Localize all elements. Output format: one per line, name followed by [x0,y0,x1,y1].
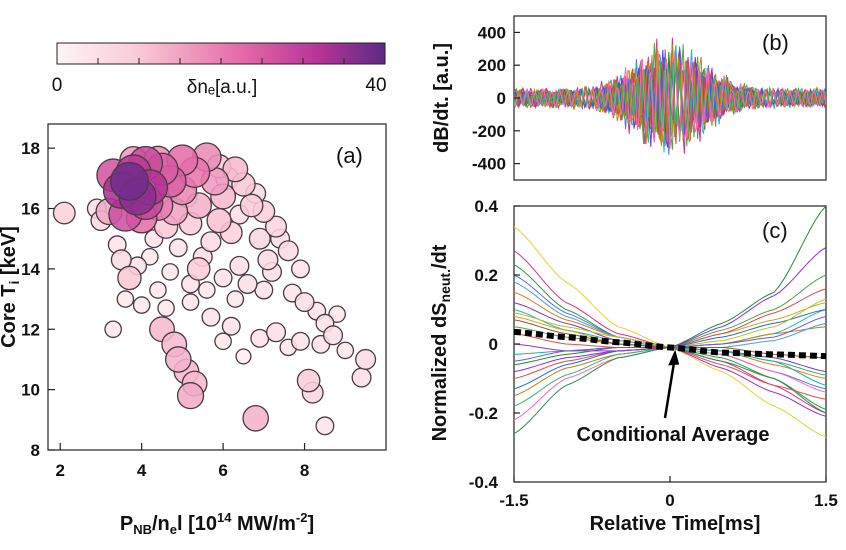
scatter-point [214,332,232,351]
scatter-point [213,268,233,288]
scatter-point [149,281,167,299]
scatter-point [328,305,346,323]
panel-b-ytick-label: 0 [497,89,506,108]
panel-c-label: (c) [762,218,788,243]
colorbar-ticks [97,58,345,64]
scatter-point [168,238,188,258]
scatter-point [355,348,377,370]
panel-a-ylabel: Core Ti [keV] [0,226,22,348]
scatter-point [294,292,315,313]
panel-a-xtick-label: 8 [300,461,309,480]
panel-c: 0.4 0.2 0 -0.2 -0.4-1.5 0 1.5 (c) Conditional … [429,197,838,535]
panel-c-ytick-label: 0 [489,335,498,354]
panel-b-traces [514,37,826,155]
annotation-arrow-head [668,349,680,366]
scatter-point [116,290,135,308]
scatter-point [52,201,76,225]
scatter-point [296,368,321,393]
panel-a-ytick-label: 12 [21,320,40,339]
scatter-point [250,328,270,348]
panel-b-ytick-label: 400 [478,23,506,42]
scatter-point [186,257,211,281]
scatter-point [336,341,355,360]
scatter-point [254,280,274,300]
panel-c-xtick-label: -1.5 [499,491,528,510]
panel-b-ytick-label: -400 [472,155,506,174]
scatter-point [239,193,264,218]
scatter-point [161,263,179,281]
scatter-point [242,405,269,432]
scatter-point [248,227,271,250]
scatter-point [110,161,149,201]
dbdt-trace [514,50,826,149]
scatter-point [117,265,142,291]
panel-a-ytick-label: 10 [21,381,40,400]
scatter-point [226,290,245,308]
colorbar: 0 40 δnₑ[a.u.] [52,42,387,98]
panel-a-xtick-label: 4 [137,461,147,480]
conditional-average-line [513,328,827,360]
panel-c-axis-ticks: 0.4 0.2 0 -0.2 -0.4-1.5 0 1.5 [469,197,838,510]
panel-a-ytick-label: 8 [31,441,40,460]
scatter-point [291,259,310,279]
scatter-point [351,367,372,388]
scatter-point [221,316,241,336]
scatter-point [200,231,222,253]
panel-a-ytick-label: 16 [21,200,40,219]
panel-a-ytick-label: 18 [21,139,40,158]
scatter-point [198,281,216,299]
conditional-average-annotation: Conditional Average [577,349,770,446]
annotation-text: Conditional Average [577,424,770,446]
colorbar-min-label: 0 [52,75,63,96]
panel-c-ytick-label: 0.2 [474,266,498,285]
scatter-point [132,296,151,314]
panel-b: 400 200 0 -200 -400 (b) dB/dt. [a.u.] [431,15,827,181]
panel-b-ytick-label: 200 [478,56,506,75]
panel-b-axis-ticks: 400 200 0 -200 -400 [472,23,520,174]
scatter-point [201,307,221,327]
scatter-point [176,382,205,410]
panel-c-xlabel: Relative Time[ms] [590,513,761,535]
panel-b-label: (b) [762,30,789,55]
scatter-point [222,156,249,183]
panel-c-ytick-label: 0.4 [474,197,498,216]
scatter-point [229,255,250,276]
panel-b-ytick-label: -200 [472,122,506,141]
panel-c-xtick-label: 1.5 [814,491,838,510]
panel-a-ytick-label: 14 [21,260,40,279]
panel-a-xtick-label: 6 [218,461,227,480]
scatter-point [266,322,287,343]
scatter-point [157,299,175,317]
panel-c-ytick-label: -0.2 [469,404,498,423]
colorbar-max-label: 40 [365,75,386,96]
scatter-point [165,346,192,373]
scatter-point [291,331,310,351]
panel-c-ytick-label: -0.4 [469,473,499,492]
colorbar-label: δnₑ[a.u.] [187,77,257,98]
panel-c-xtick-label: 0 [665,491,674,510]
scatter-point [315,416,335,436]
panel-a-scatter [52,142,377,436]
scatter-point [323,325,344,346]
panel-a: 2 4 6 8 8 10 12 14 16 18 (a) PNB/nel [1014 MW/m-2… [0,123,387,537]
scatter-point [277,240,299,262]
panel-b-ylabel: dB/dt. [a.u.] [431,43,453,153]
scatter-point [104,320,122,339]
panel-a-xlabel: PNB/nel [1014 MW/m-2] [120,510,314,537]
scatter-point [237,273,258,294]
scatter-point [257,249,279,271]
annotation-arrow-shaft [663,361,676,419]
panel-c-ylabel: Normalized dSneut./dt [429,244,453,441]
scatter-point [265,215,288,238]
scatter-point [206,207,232,234]
panel-a-xtick-label: 2 [55,461,64,480]
scatter-point [181,293,200,311]
panel-a-label: (a) [336,143,363,168]
panel-a-axis-ticks: 2 4 6 8 8 10 12 14 16 18 [21,139,309,480]
scatter-point [141,248,159,266]
scatter-point [235,348,252,365]
